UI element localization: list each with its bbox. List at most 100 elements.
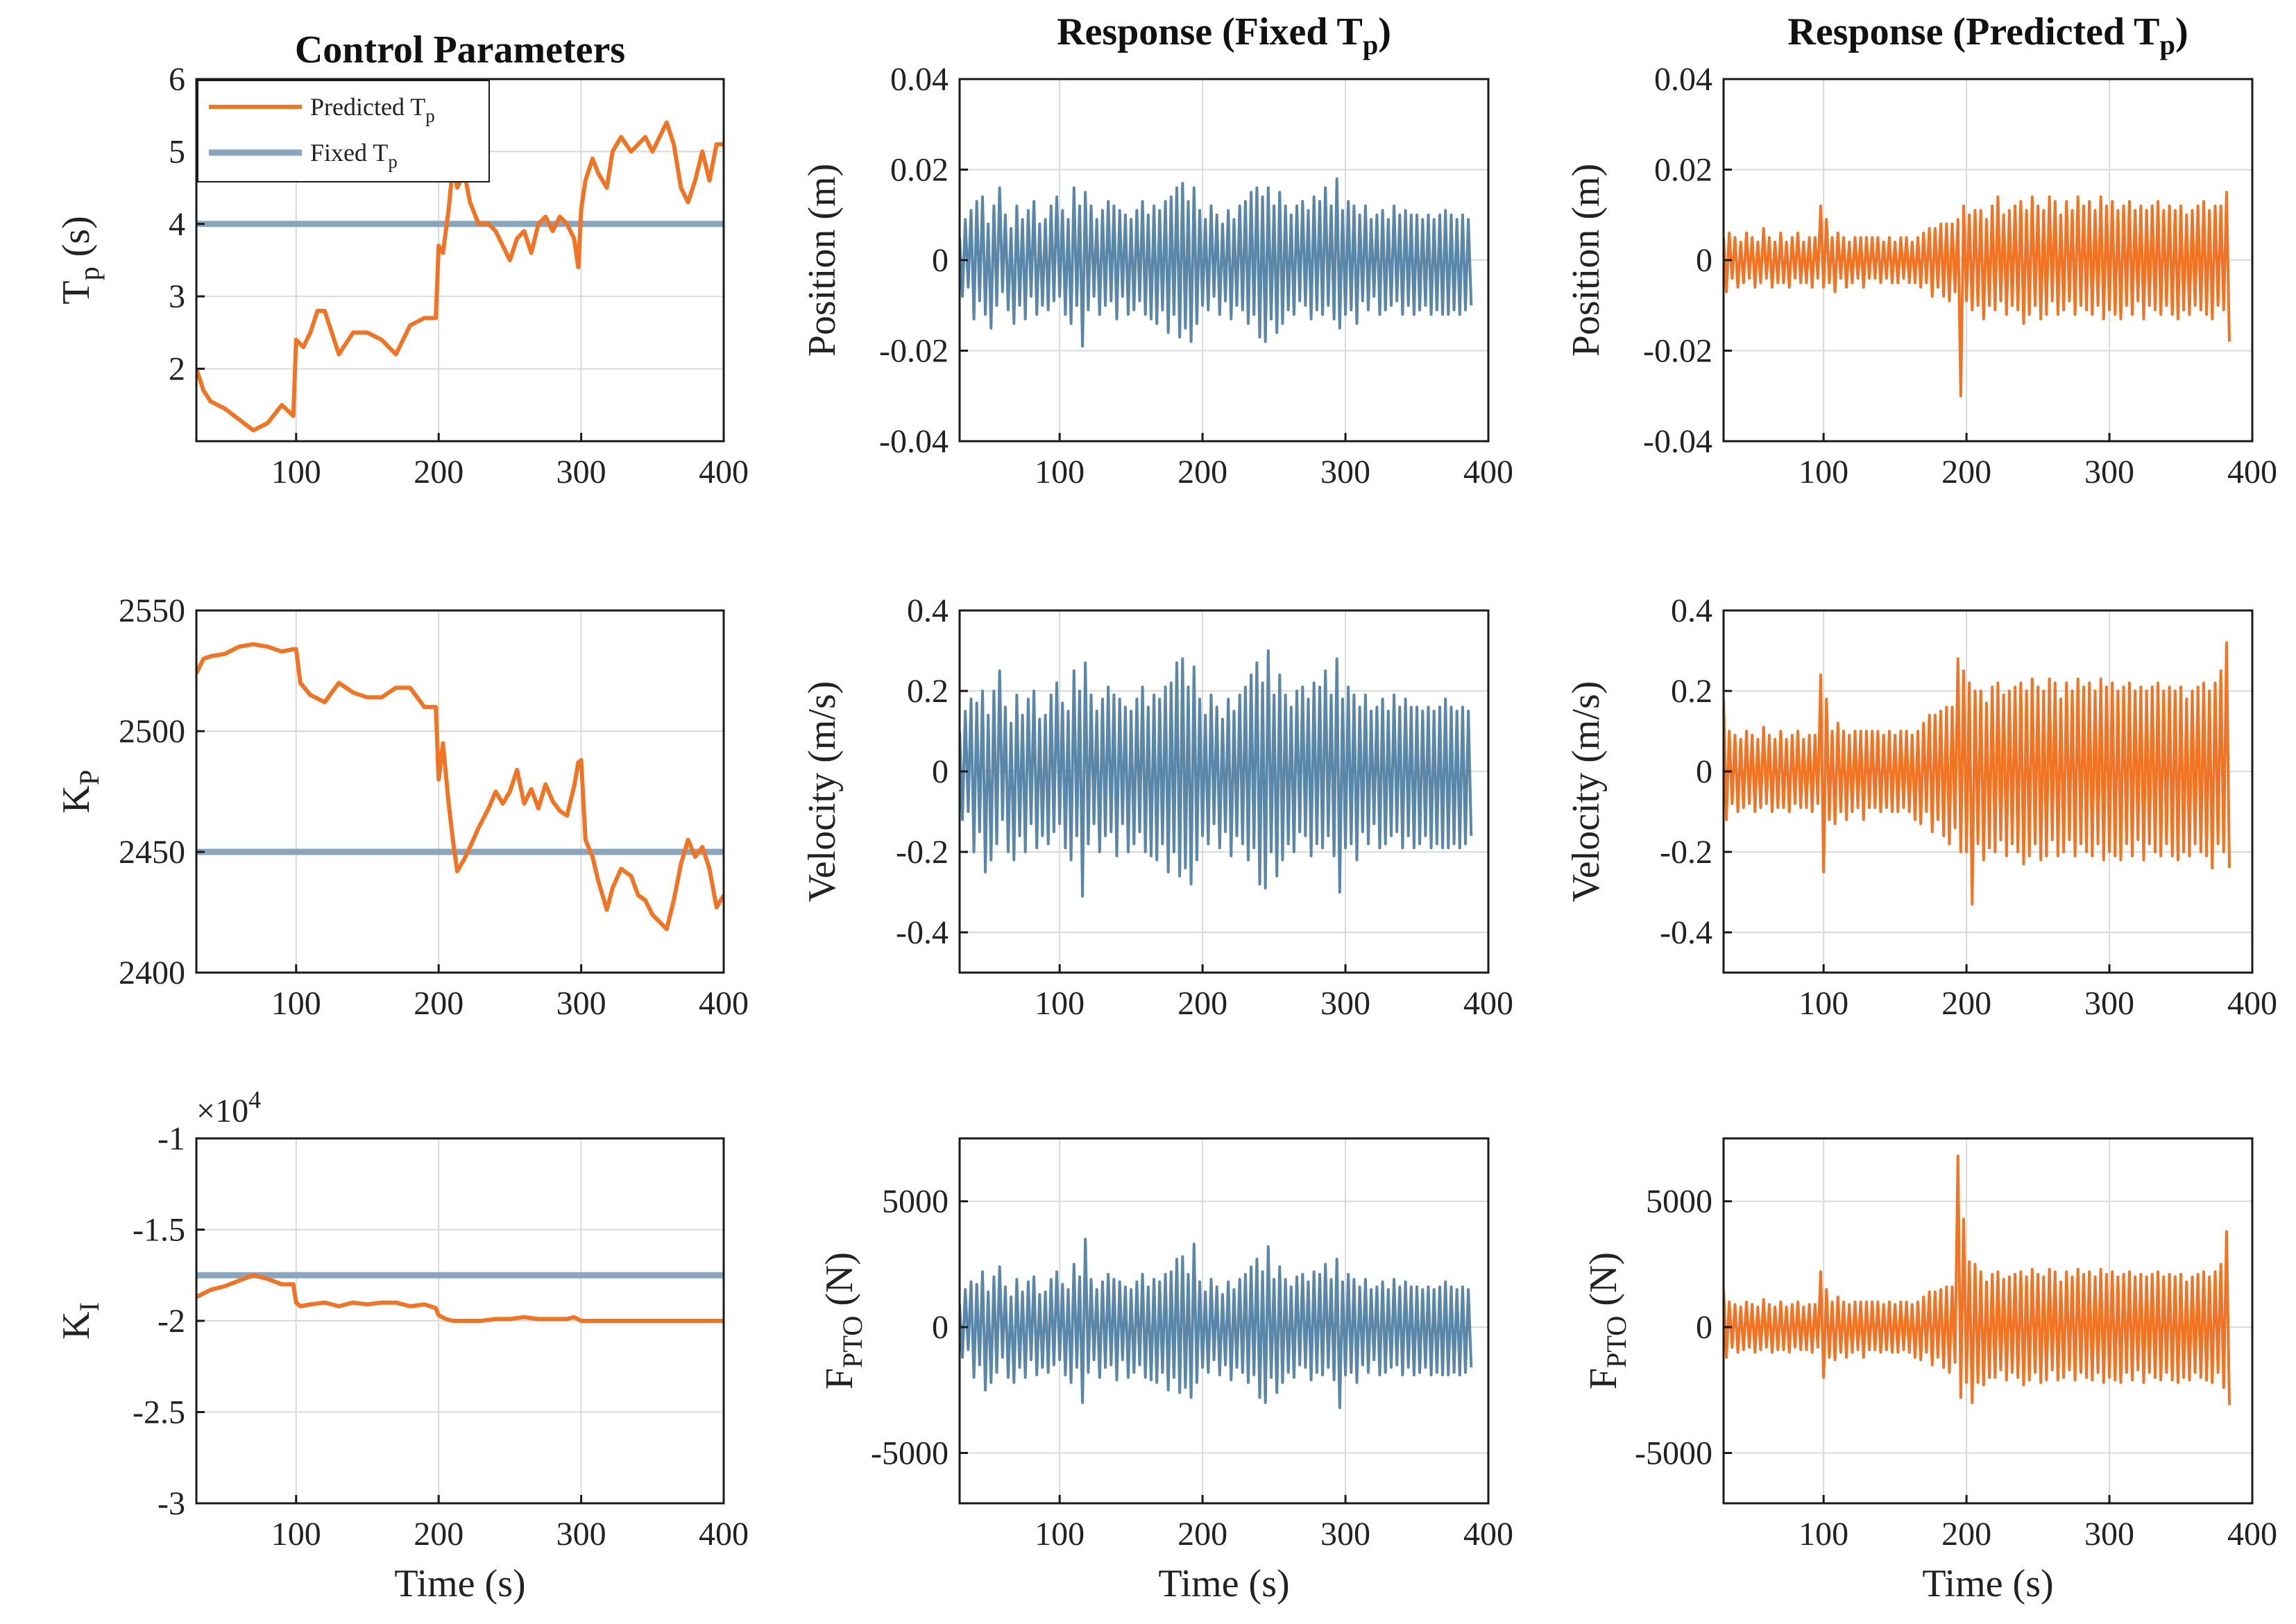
- exponent-base: ×10: [196, 1093, 248, 1129]
- xtick-label-2: 300: [1320, 985, 1370, 1022]
- title-pos_pred-main: Response (Predicted T: [1787, 10, 2159, 53]
- exponent-power: 4: [248, 1086, 261, 1113]
- xtick-label-0: 100: [1798, 1516, 1848, 1553]
- xtick-label-3: 400: [1463, 985, 1513, 1022]
- legend-label-predicted: Predicted Tp: [310, 93, 435, 126]
- ylabel-pos_pred: Position (m): [1565, 164, 1608, 357]
- ylabel-kp-main: K: [55, 785, 98, 813]
- xtick-label-2: 300: [1320, 1516, 1370, 1553]
- series-ki-1: [196, 1273, 724, 1323]
- panel-pos_fixed: 100 200 300 400 -0.04 -0.02 0 0.02 0.04 Position …: [801, 10, 1513, 490]
- ytick-label-3: 0.2: [1671, 673, 1712, 710]
- ytick-label-0: -5000: [1635, 1435, 1712, 1471]
- title-pos_pred-tail: ): [2175, 10, 2188, 53]
- ytick-label-4: 0.04: [890, 61, 949, 98]
- ytick-label-0: 2: [169, 351, 185, 388]
- ytick-label-0: -0.04: [1643, 423, 1712, 460]
- legend-label-main: Predicted T: [310, 93, 425, 121]
- xtick-label-1: 200: [1177, 985, 1227, 1022]
- ytick-label-2: 2500: [119, 713, 185, 750]
- xtick-label-3: 400: [1463, 1516, 1513, 1553]
- xtick-label-2: 300: [2084, 454, 2134, 490]
- ylabel-f_fixed: FPTO (N): [818, 1252, 868, 1390]
- ylabel-ki-main: K: [55, 1311, 98, 1339]
- xlabel-f_fixed: Time (s): [1158, 1562, 1289, 1605]
- ylabel-vel_pred: Velocity (m/s): [1565, 681, 1608, 903]
- ytick-label-3: 0.2: [907, 673, 949, 710]
- legend-label-main: Fixed T: [310, 139, 388, 166]
- xtick-label-2: 300: [556, 454, 606, 490]
- ytick-label-2: 0: [1696, 242, 1712, 279]
- panel-pos_pred: 100 200 300 400 -0.04 -0.02 0 0.02 0.04 Position …: [1565, 10, 2277, 490]
- ylabel-vel_fixed: Velocity (m/s): [801, 681, 844, 903]
- panel-vel_pred: 100 200 300 400 -0.4 -0.2 0 0.2 0.4 Velocity (m/s…: [1565, 592, 2277, 1022]
- xtick-label-2: 300: [556, 985, 606, 1022]
- ylabel-f_pred-main: F: [1582, 1368, 1625, 1390]
- panel-f_pred: 100 200 300 400 -5000 0 5000 FPTO (N) Time (s): [1582, 1137, 2277, 1605]
- title-pos_fixed-sub: p: [1363, 29, 1378, 60]
- xtick-label-1: 200: [414, 1516, 464, 1553]
- title-pos_fixed-main: Response (Fixed T: [1057, 10, 1363, 53]
- xtick-label-3: 400: [2227, 985, 2277, 1022]
- series-tp-1: [196, 120, 724, 433]
- xtick-label-1: 200: [1177, 1516, 1227, 1553]
- ytick-label-0: -0.04: [879, 423, 949, 460]
- xtick-label-2: 300: [2084, 1516, 2134, 1553]
- series-pos_fixed-0: [960, 177, 1473, 348]
- ytick-label-2: 5000: [1646, 1183, 1712, 1220]
- ytick-label-1: 0: [932, 1309, 949, 1346]
- xtick-label-0: 100: [1035, 454, 1085, 490]
- ylabel-f_pred: FPTO (N): [1582, 1252, 1632, 1390]
- ytick-label-2: 4: [169, 206, 185, 243]
- xtick-label-3: 400: [699, 454, 749, 490]
- xtick-label-0: 100: [271, 1516, 321, 1553]
- axes-frame-tp: [195, 78, 725, 443]
- xtick-label-2: 300: [556, 1516, 606, 1553]
- ytick-label-0: -5000: [871, 1435, 949, 1471]
- ytick-label-1: -0.02: [1643, 333, 1712, 370]
- xtick-label-3: 400: [699, 985, 749, 1022]
- xtick-label-0: 100: [1798, 454, 1848, 490]
- ytick-label-2: 5000: [882, 1183, 949, 1220]
- ytick-label-4: 0.4: [907, 592, 949, 629]
- ylabel-vel_pred-main: Velocity (m/s): [1565, 681, 1608, 903]
- axes-frame-f_fixed: [958, 1137, 1490, 1505]
- xtick-label-3: 400: [2227, 454, 2277, 490]
- ylabel-vel_fixed-main: Velocity (m/s): [801, 681, 844, 903]
- ytick-label-1: -2.5: [133, 1394, 185, 1431]
- xlabel-ki: Time (s): [394, 1562, 525, 1605]
- series-vel_pred-0: [1724, 641, 2231, 906]
- ylabel-f_fixed-tail: (N): [818, 1252, 861, 1316]
- xtick-label-1: 200: [1177, 454, 1227, 490]
- xtick-label-1: 200: [414, 454, 464, 490]
- title-pos_pred-sub: p: [2160, 29, 2175, 60]
- panel-f_fixed: 100 200 300 400 -5000 0 5000 FPTO (N) Time (s): [818, 1137, 1513, 1605]
- legend-label-sub: p: [388, 151, 398, 172]
- xtick-label-0: 100: [1035, 1516, 1085, 1553]
- xtick-label-1: 200: [414, 985, 464, 1022]
- ytick-label-2: 0: [932, 242, 949, 279]
- title-pos_fixed: Response (Fixed Tp): [1057, 10, 1391, 60]
- axes-frame-vel_fixed: [958, 609, 1490, 974]
- xtick-label-0: 100: [1035, 985, 1085, 1022]
- ytick-label-3: 0.02: [890, 152, 949, 189]
- legend-box: [197, 80, 490, 182]
- ytick-label-4: 6: [169, 61, 185, 98]
- ytick-label-1: 0: [1696, 1309, 1712, 1346]
- xtick-label-1: 200: [1941, 985, 1991, 1022]
- ylabel-pos_fixed-main: Position (m): [801, 164, 844, 357]
- ytick-label-1: -0.2: [896, 834, 949, 871]
- ylabel-tp-main: T: [55, 281, 98, 305]
- title-pos_pred: Response (Predicted Tp): [1787, 10, 2188, 60]
- xtick-label-3: 400: [1463, 454, 1513, 490]
- exponent-label: ×104: [196, 1086, 261, 1129]
- ylabel-f_pred-tail: (N): [1582, 1252, 1625, 1316]
- xtick-label-0: 100: [1798, 985, 1848, 1022]
- ytick-label-3: 0.02: [1654, 152, 1712, 189]
- ytick-label-2: 0: [1696, 753, 1712, 790]
- legend-label-sub: p: [425, 105, 435, 126]
- ytick-label-1: 3: [169, 278, 185, 315]
- ytick-label-1: -0.02: [879, 333, 949, 370]
- series-vel_fixed-0: [960, 649, 1473, 898]
